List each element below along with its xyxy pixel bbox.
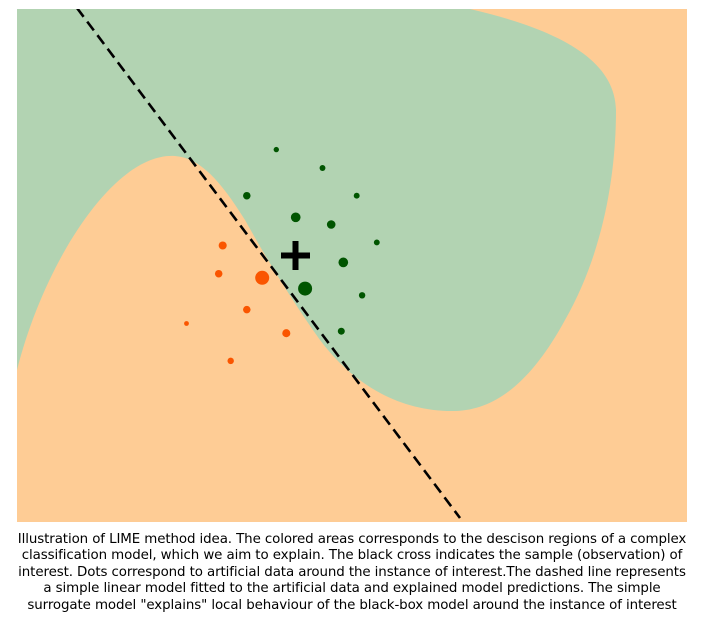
negative-sample-dot [218, 241, 227, 250]
caption-line-5: surrogate model "explains" local behavio… [27, 597, 677, 613]
positive-sample-dot [243, 191, 251, 200]
positive-sample-dot [338, 257, 349, 268]
negative-sample-dot [214, 269, 223, 278]
caption-line-1: Illustration of LIME method idea. The co… [17, 532, 687, 547]
negative-sample-dot [227, 357, 234, 365]
positive-sample-dot [298, 281, 313, 296]
instance-of-interest-cross-icon [281, 241, 310, 270]
cross-vertical-bar [292, 241, 299, 270]
positive-sample-dot [337, 327, 345, 335]
caption-line-3: interest. Dots correspond to artificial … [18, 564, 686, 580]
positive-sample-dot [319, 165, 326, 171]
positive-class-region [17, 9, 616, 412]
positive-sample-dot [326, 220, 336, 229]
negative-sample-dot [282, 329, 291, 338]
positive-sample-dot [273, 146, 279, 153]
negative-sample-dot [243, 305, 251, 314]
surrogate-boundary-line [76, 9, 462, 519]
positive-sample-dot [290, 212, 301, 223]
caption-line-4: a simple linear model fitted to the arti… [43, 581, 661, 597]
positive-sample-dot [353, 192, 360, 199]
figure-caption: Illustration of LIME method idea. The co… [0, 532, 704, 614]
lime-illustration-figure [17, 9, 687, 522]
positive-sample-dot [373, 239, 380, 246]
negative-sample-dot [255, 270, 270, 285]
caption-line-2: classification model, which we aim to ex… [21, 548, 683, 564]
positive-sample-dot [358, 292, 366, 299]
artificial-samples [184, 146, 380, 365]
negative-sample-dot [184, 321, 189, 326]
